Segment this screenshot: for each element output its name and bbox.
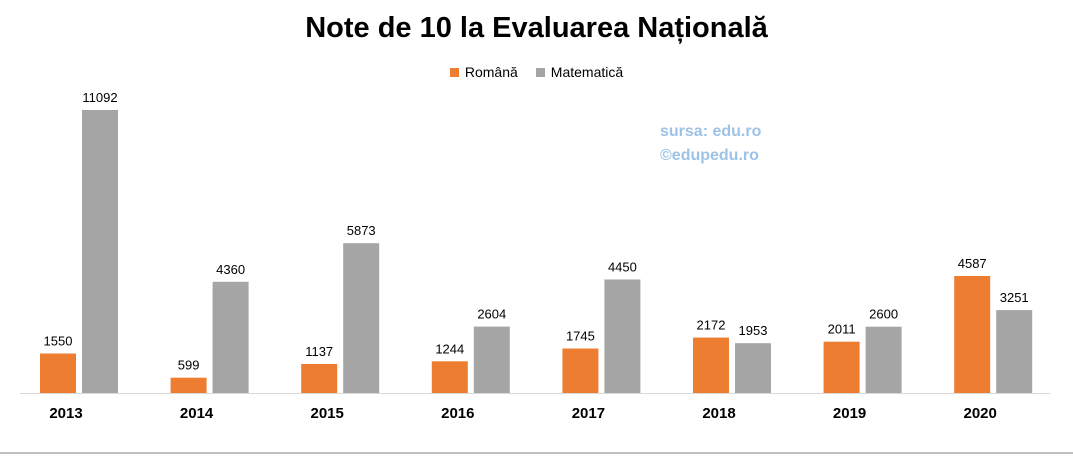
bar-romana-2015 bbox=[301, 364, 338, 393]
data-label-romana-2017: 1745 bbox=[566, 329, 595, 344]
x-tick-label-2013: 2013 bbox=[49, 405, 82, 422]
x-tick-label-2018: 2018 bbox=[702, 405, 735, 422]
copyright-line: ©edupedu.ro bbox=[660, 147, 759, 164]
source-annotation: sursa: edu.ro ©edupedu.ro bbox=[660, 120, 761, 168]
legend-label-matematica: Matematică bbox=[550, 64, 624, 80]
source-line: sursa: edu.ro bbox=[660, 123, 762, 140]
data-label-matematica-2015: 5873 bbox=[347, 223, 376, 238]
x-tick-label-2016: 2016 bbox=[441, 405, 474, 422]
x-tick-label-2019: 2019 bbox=[833, 405, 866, 422]
data-label-matematica-2018: 1953 bbox=[739, 323, 768, 338]
data-label-matematica-2013: 11092 bbox=[82, 90, 117, 105]
bar-romana-2020 bbox=[954, 276, 991, 393]
bar-matematica-2019 bbox=[865, 326, 902, 393]
data-label-romana-2014: 599 bbox=[178, 358, 200, 373]
legend-item-matematica: Matematică bbox=[535, 64, 624, 80]
bar-romana-2018 bbox=[693, 337, 729, 393]
legend-swatch-romana bbox=[449, 67, 459, 77]
data-label-romana-2018: 2172 bbox=[697, 318, 726, 333]
data-label-romana-2016: 1244 bbox=[435, 341, 464, 356]
x-tick-label-2017: 2017 bbox=[572, 405, 605, 422]
bar-matematica-2018 bbox=[735, 343, 771, 393]
bar-matematica-2020 bbox=[996, 310, 1033, 393]
chart-title: Note de 10 la Evaluarea Națională bbox=[305, 12, 768, 44]
bar-romana-2016 bbox=[431, 361, 468, 393]
data-label-romana-2013: 1550 bbox=[44, 334, 73, 349]
data-label-matematica-2019: 2600 bbox=[869, 307, 898, 322]
data-label-romana-2019: 2011 bbox=[828, 322, 856, 337]
bar-matematica-2017 bbox=[604, 279, 641, 393]
bar-romana-2017 bbox=[562, 348, 599, 393]
data-label-romana-2020: 4587 bbox=[958, 256, 987, 271]
x-tick-label-2014: 2014 bbox=[180, 405, 214, 422]
data-label-matematica-2020: 3251 bbox=[1000, 290, 1029, 305]
bar-matematica-2014 bbox=[212, 281, 249, 393]
legend-label-romana: Română bbox=[464, 64, 518, 80]
bar-matematica-2016 bbox=[473, 326, 510, 393]
bottom-border bbox=[0, 452, 1073, 454]
legend-item-romana: Română bbox=[449, 64, 518, 80]
bar-matematica-2013 bbox=[82, 110, 118, 393]
data-label-matematica-2016: 2604 bbox=[477, 307, 506, 322]
x-tick-label-2020: 2020 bbox=[964, 405, 997, 422]
data-label-matematica-2017: 4450 bbox=[608, 260, 637, 275]
bar-matematica-2015 bbox=[343, 243, 380, 393]
data-label-matematica-2014: 4360 bbox=[216, 262, 245, 277]
bar-romana-2019 bbox=[823, 341, 860, 393]
bar-romana-2014 bbox=[170, 377, 207, 393]
data-label-romana-2015: 1137 bbox=[305, 344, 333, 359]
legend: Română Matematică bbox=[0, 64, 1073, 80]
legend-swatch-matematica bbox=[535, 67, 545, 77]
x-tick-label-2015: 2015 bbox=[311, 405, 344, 422]
bar-romana-2013 bbox=[40, 353, 76, 393]
